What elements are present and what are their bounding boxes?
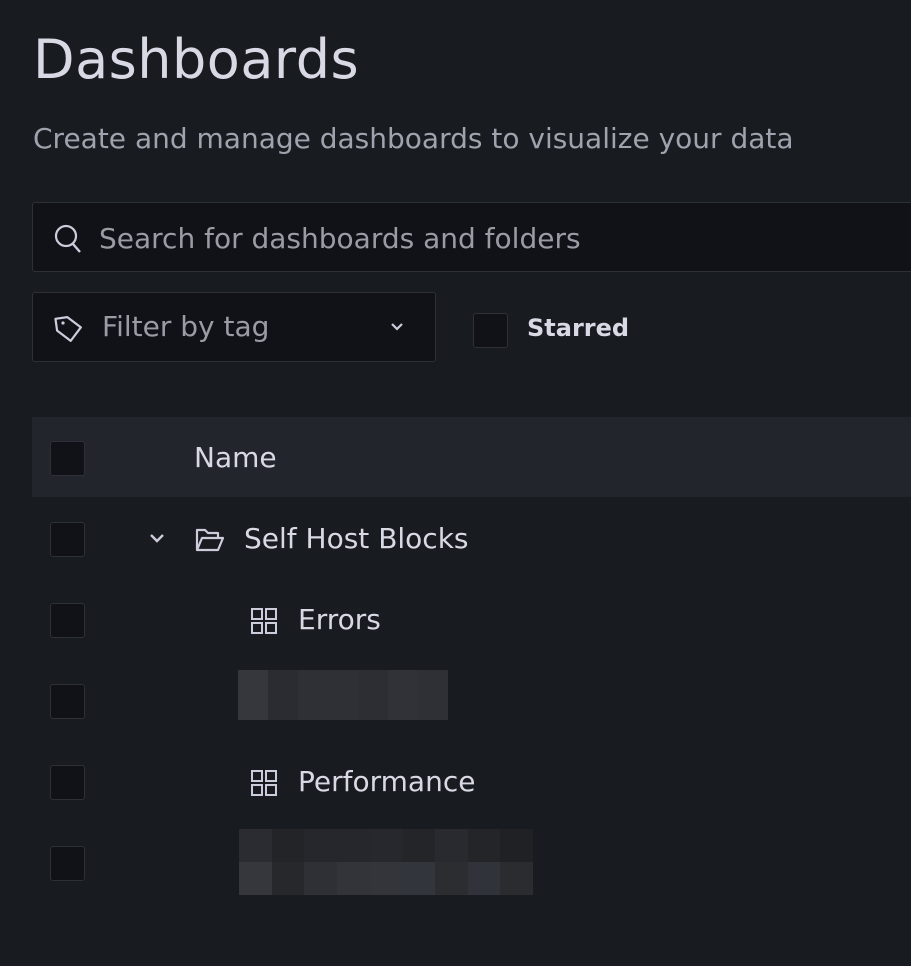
folder-open-icon bbox=[195, 528, 225, 552]
chevron-down-icon[interactable] bbox=[148, 532, 166, 546]
tag-filter-placeholder: Filter by tag bbox=[102, 310, 270, 343]
dashboard-name[interactable]: Performance bbox=[298, 765, 476, 798]
redacted-name bbox=[239, 829, 533, 895]
search-icon bbox=[54, 224, 81, 253]
chevron-down-icon bbox=[391, 323, 403, 331]
tag-filter-select[interactable]: Filter by tag bbox=[32, 292, 436, 362]
page-subtitle: Create and manage dashboards to visualiz… bbox=[33, 122, 794, 155]
row-checkbox[interactable] bbox=[50, 765, 85, 800]
page-title: Dashboards bbox=[33, 28, 360, 91]
tag-icon bbox=[54, 316, 82, 342]
starred-label[interactable]: Starred bbox=[527, 314, 630, 342]
table-header bbox=[32, 417, 911, 497]
row-checkbox[interactable] bbox=[50, 603, 85, 638]
dashboard-name[interactable]: Errors bbox=[298, 603, 381, 636]
row-checkbox[interactable] bbox=[50, 522, 85, 557]
redacted-name bbox=[238, 670, 448, 720]
folder-name[interactable]: Self Host Blocks bbox=[244, 522, 469, 555]
apps-icon bbox=[251, 770, 277, 796]
starred-checkbox[interactable] bbox=[473, 313, 508, 348]
column-header-name[interactable]: Name bbox=[194, 441, 277, 474]
search-input[interactable] bbox=[97, 203, 901, 273]
row-checkbox[interactable] bbox=[50, 846, 85, 881]
apps-icon bbox=[251, 608, 277, 634]
row-checkbox[interactable] bbox=[50, 684, 85, 719]
search-box[interactable] bbox=[32, 202, 911, 273]
select-all-checkbox[interactable] bbox=[50, 441, 85, 476]
